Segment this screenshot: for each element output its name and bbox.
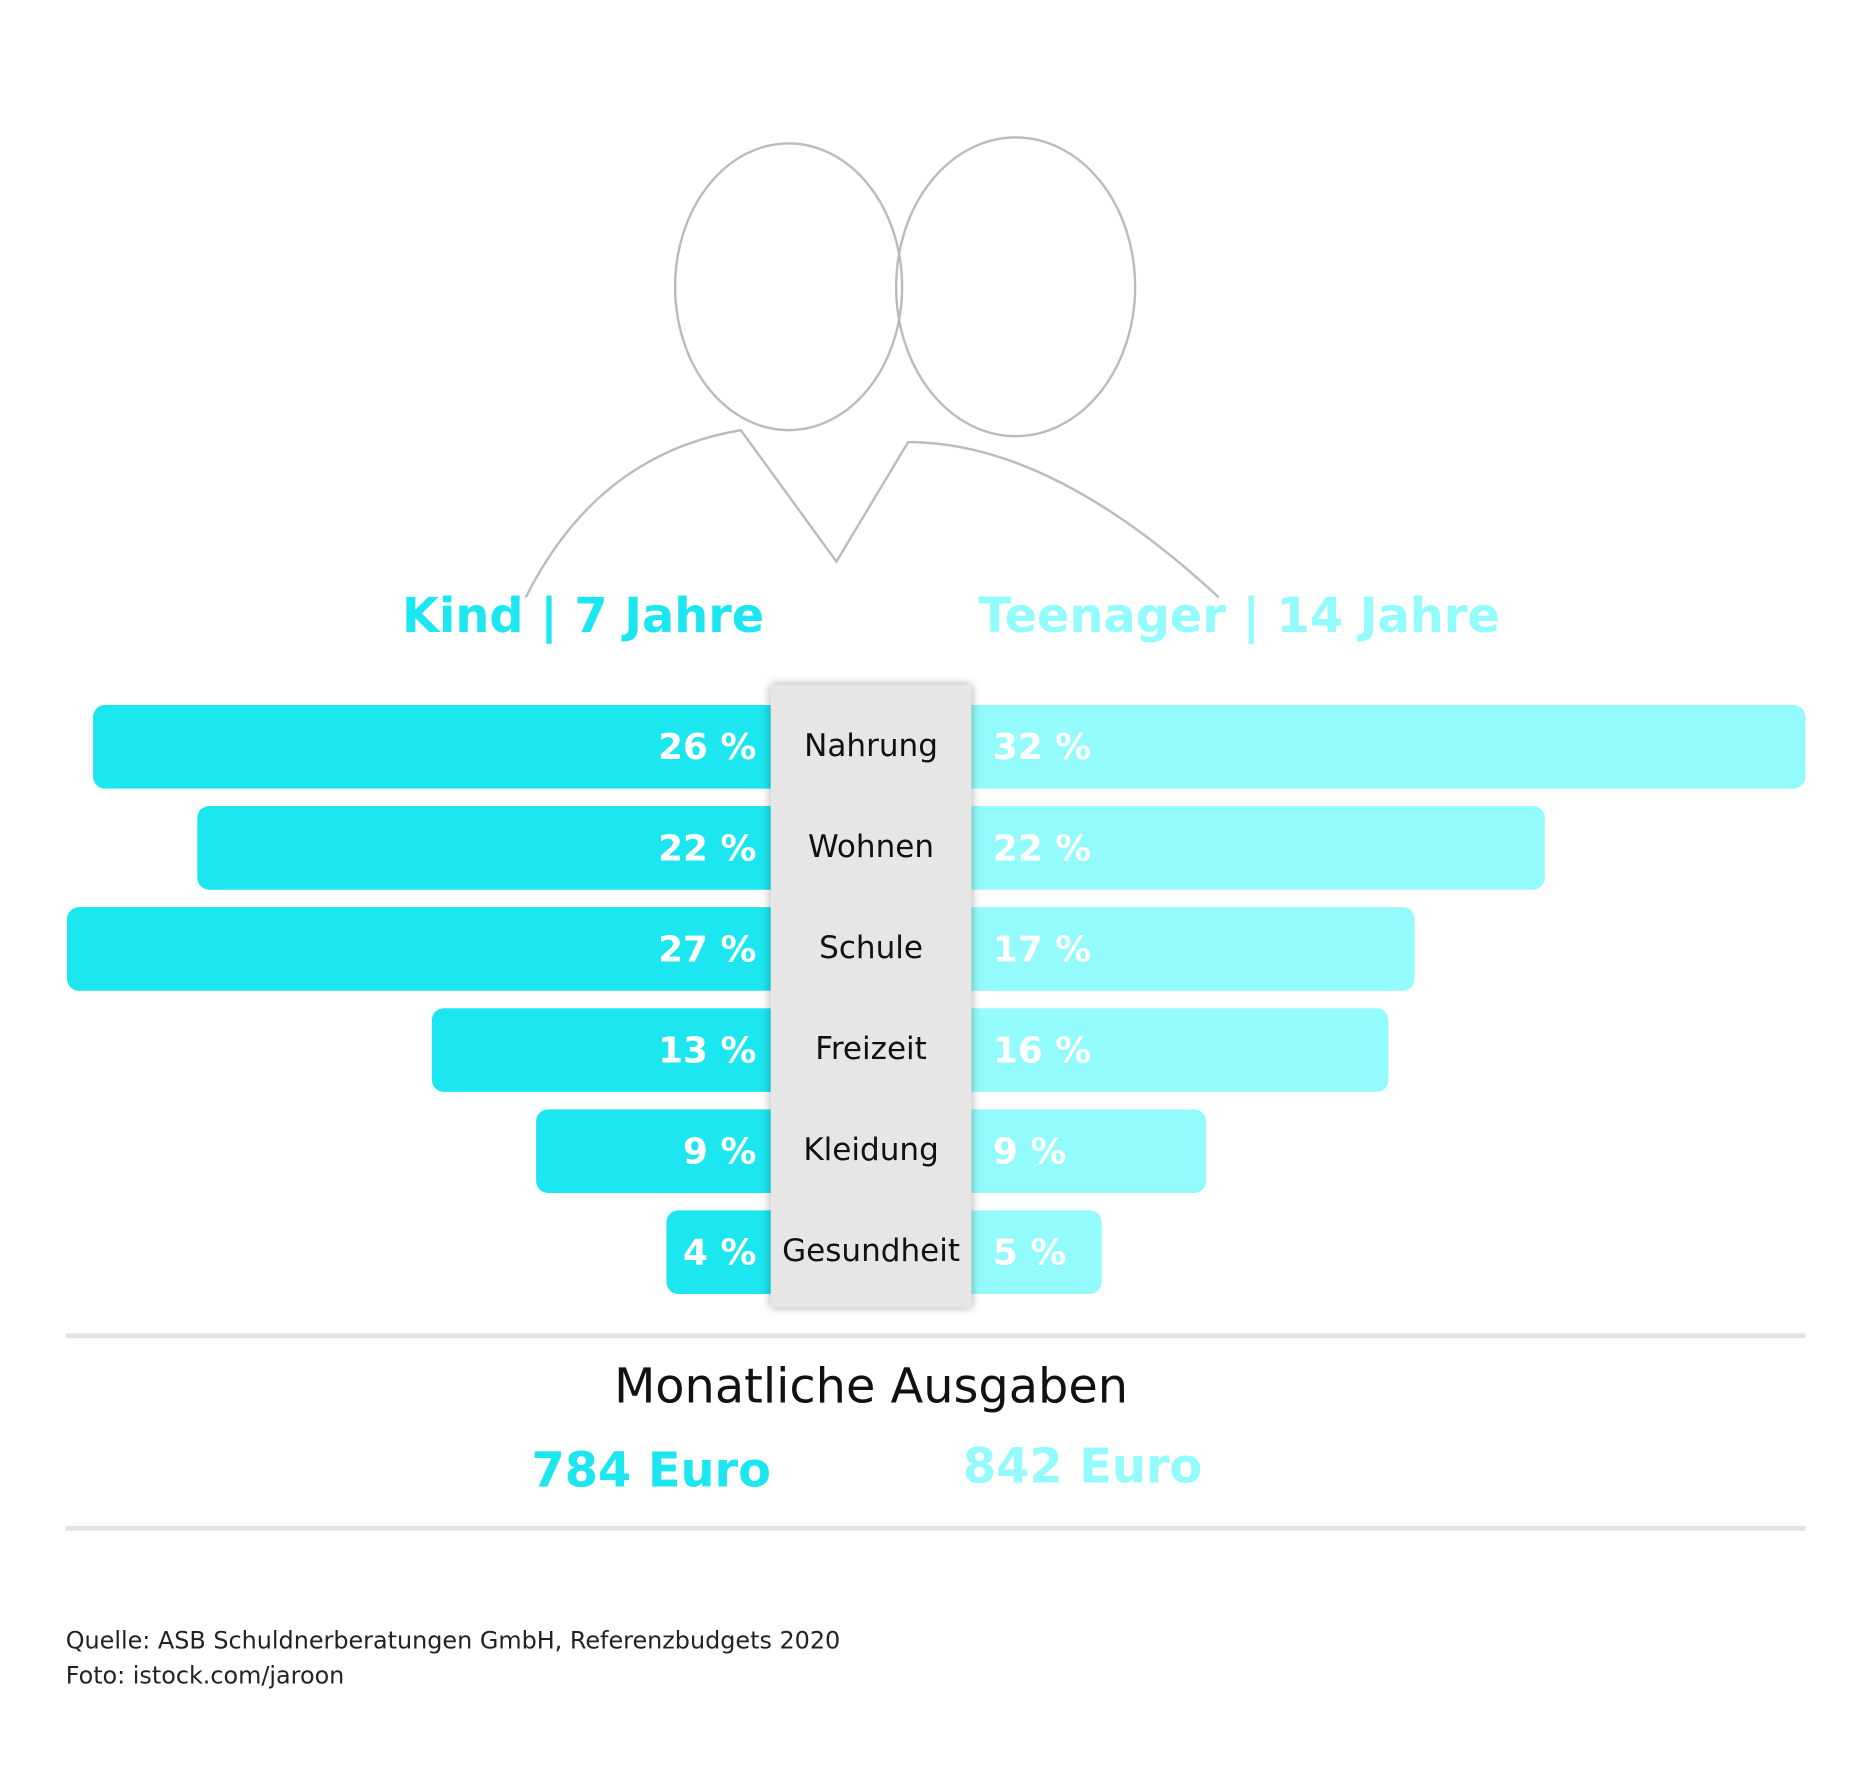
bar <box>536 1109 786 1193</box>
photo-placeholder <box>524 136 1220 599</box>
value-label: 17 % <box>993 929 1091 970</box>
category-label: Nahrung <box>804 728 938 764</box>
category-label: Kleidung <box>803 1132 938 1168</box>
value-label: 9 % <box>683 1132 756 1173</box>
bar <box>93 704 786 789</box>
value-label: 13 % <box>658 1030 756 1071</box>
value-label: 16 % <box>993 1030 1091 1071</box>
category-label: Schule <box>819 930 923 966</box>
total: 784 Euro <box>531 1443 770 1498</box>
bar <box>197 806 786 890</box>
value-label: 26 % <box>658 727 756 768</box>
value-label: 32 % <box>993 727 1091 768</box>
bar <box>66 907 786 991</box>
value-label: 5 % <box>993 1233 1066 1274</box>
value-label: 9 % <box>993 1132 1066 1173</box>
value-label: 22 % <box>993 828 1091 869</box>
bar <box>957 907 1415 991</box>
bar <box>957 1008 1389 1092</box>
series-header: Kind | 7 Jahre <box>402 589 764 644</box>
series-header: Teenager | 14 Jahre <box>978 589 1499 644</box>
source: Quelle: ASB Schuldnerberatungen GmbH, Re… <box>66 1627 841 1655</box>
labels: Kind | 7 Jahre Teenager | 14 Jahre Nahrung… <box>402 589 1500 1274</box>
value-label: 27 % <box>658 929 756 970</box>
bar <box>431 1008 786 1092</box>
category-panel <box>770 684 972 1308</box>
bar <box>957 1210 1102 1295</box>
value-label: 22 % <box>658 828 756 869</box>
photo-credit: Foto: istock.com/jaroon <box>66 1661 345 1689</box>
value-label: 4 % <box>683 1233 756 1274</box>
bar <box>957 1109 1206 1193</box>
bars <box>66 704 1806 1295</box>
subtitle: Monatliche Ausgaben <box>614 1360 1128 1415</box>
bar <box>957 704 1806 789</box>
category-label: Freizeit <box>815 1031 927 1067</box>
bar <box>957 806 1545 890</box>
bar <box>666 1210 786 1295</box>
category-label: Gesundheit <box>782 1233 960 1269</box>
category-label: Wohnen <box>808 829 934 865</box>
total: 842 Euro <box>963 1440 1202 1495</box>
